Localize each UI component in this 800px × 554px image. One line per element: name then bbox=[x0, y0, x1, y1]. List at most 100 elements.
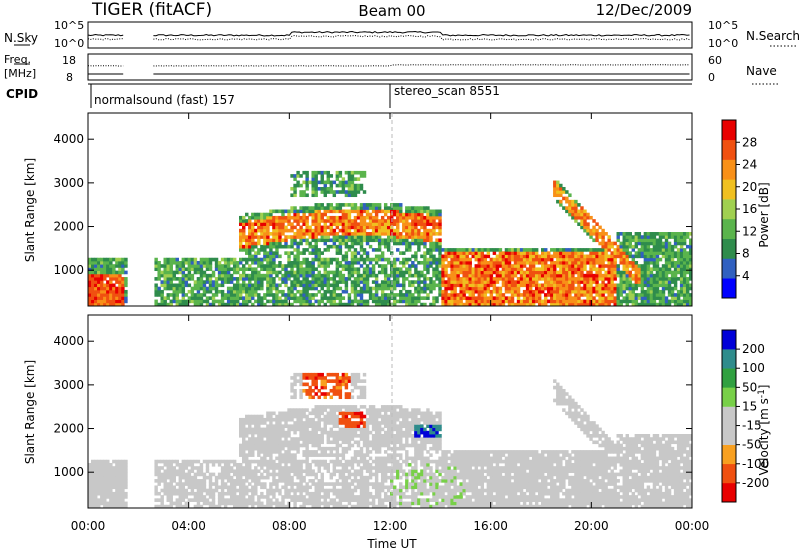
heatmap-cell bbox=[574, 257, 578, 262]
heatmap-cell bbox=[350, 280, 355, 284]
heatmap-cell bbox=[359, 280, 364, 284]
heatmap-cell bbox=[284, 209, 288, 214]
heatmap-cell bbox=[190, 289, 195, 294]
heatmap-cell bbox=[311, 174, 315, 178]
heatmap-cell bbox=[172, 485, 176, 490]
heatmap-cell bbox=[405, 270, 409, 275]
heatmap-cell bbox=[266, 235, 270, 239]
heatmap-cell bbox=[97, 286, 101, 291]
heatmap-cell bbox=[589, 235, 593, 239]
heatmap-cell bbox=[248, 488, 252, 493]
heatmap-cell bbox=[239, 302, 243, 307]
heatmap-cell bbox=[362, 286, 367, 291]
heatmap-cell bbox=[226, 264, 231, 268]
heatmap-cell bbox=[604, 270, 608, 275]
heatmap-cell bbox=[317, 302, 321, 307]
heatmap-cell bbox=[290, 225, 294, 230]
heatmap-cell bbox=[257, 498, 261, 502]
heatmap-cell bbox=[245, 430, 249, 435]
heatmap-cell bbox=[217, 462, 222, 467]
heatmap-cell bbox=[613, 241, 617, 246]
heatmap-cell bbox=[356, 241, 361, 246]
heatmap-cell bbox=[519, 264, 524, 268]
heatmap-cell bbox=[235, 289, 240, 294]
heatmap-cell bbox=[326, 299, 330, 304]
heatmap-cell bbox=[586, 260, 590, 265]
heatmap-cell bbox=[553, 180, 557, 185]
heatmap-cell bbox=[335, 232, 340, 236]
heatmap-cell bbox=[682, 254, 687, 259]
heatmap-cell bbox=[601, 238, 605, 243]
heatmap-cell bbox=[661, 299, 666, 304]
heatmap-cell bbox=[649, 286, 654, 291]
heatmap-cell bbox=[245, 289, 249, 294]
heatmap-cell bbox=[417, 293, 421, 297]
heatmap-cell bbox=[323, 267, 327, 272]
heatmap-cell bbox=[577, 293, 581, 297]
heatmap-cell bbox=[550, 254, 554, 259]
heatmap-cell bbox=[326, 225, 330, 230]
heatmap-cell bbox=[302, 267, 306, 272]
heatmap-cell bbox=[507, 267, 512, 272]
heatmap-cell bbox=[374, 235, 379, 239]
heatmap-cell bbox=[456, 267, 460, 272]
heatmap-cell bbox=[399, 289, 403, 294]
heatmap-cell bbox=[115, 289, 119, 294]
heatmap-cell bbox=[217, 501, 222, 506]
heatmap-cell bbox=[269, 270, 273, 275]
heatmap-cell bbox=[673, 270, 678, 275]
heatmap-cell bbox=[534, 267, 539, 272]
heatmap-cell bbox=[667, 264, 672, 268]
heatmap-cell bbox=[595, 235, 599, 239]
heatmap-cell bbox=[181, 270, 186, 275]
heatmap-cell bbox=[423, 206, 427, 210]
heatmap-cell bbox=[411, 209, 415, 214]
heatmap-cell bbox=[667, 302, 672, 307]
heatmap-cell bbox=[115, 286, 119, 291]
heatmap-cell bbox=[556, 199, 560, 204]
heatmap-cell bbox=[154, 260, 158, 265]
heatmap-cell bbox=[393, 296, 397, 300]
heatmap-cell bbox=[368, 203, 373, 207]
heatmap-cell bbox=[308, 421, 312, 425]
heatmap-cell bbox=[610, 260, 614, 265]
heatmap-cell bbox=[649, 254, 654, 259]
heatmap-cell bbox=[371, 296, 376, 300]
heatmap-cell bbox=[299, 437, 303, 441]
heatmap-cell bbox=[260, 466, 264, 470]
heatmap-cell bbox=[380, 280, 385, 284]
heatmap-cell bbox=[655, 260, 660, 265]
heatmap-cell bbox=[199, 469, 204, 474]
nsearch-trace bbox=[87, 34, 690, 41]
heatmap-cell bbox=[329, 257, 334, 262]
heatmap-cell bbox=[553, 183, 557, 188]
heatmap-cell bbox=[468, 299, 472, 304]
heatmap-cell bbox=[112, 286, 116, 291]
heatmap-cell bbox=[184, 495, 189, 499]
heatmap-cell bbox=[393, 302, 397, 307]
heatmap-cell bbox=[676, 299, 681, 304]
heatmap-cell bbox=[544, 273, 548, 278]
heatmap-cell bbox=[226, 485, 231, 490]
heatmap-cell bbox=[625, 244, 629, 249]
heatmap-cell bbox=[211, 296, 216, 300]
heatmap-cell bbox=[359, 183, 364, 188]
heatmap-cell bbox=[266, 462, 270, 467]
heatmap-cell bbox=[248, 254, 252, 259]
heatmap-cell bbox=[242, 235, 246, 239]
heatmap-cell bbox=[172, 469, 176, 474]
heatmap-cell bbox=[338, 238, 343, 243]
nsky-label: N.Sky bbox=[4, 31, 38, 45]
heatmap-cell bbox=[302, 498, 306, 502]
heatmap-cell bbox=[317, 280, 321, 284]
heatmap-cell bbox=[317, 170, 321, 175]
heatmap-cell bbox=[332, 193, 337, 198]
heatmap-cell bbox=[314, 495, 318, 499]
heatmap-cell bbox=[365, 257, 370, 262]
heatmap-cell bbox=[266, 264, 270, 268]
heatmap-cell bbox=[296, 296, 300, 300]
heatmap-cell bbox=[604, 286, 608, 291]
heatmap-cell bbox=[664, 270, 669, 275]
heatmap-cell bbox=[362, 215, 367, 220]
heatmap-cell bbox=[350, 270, 355, 275]
